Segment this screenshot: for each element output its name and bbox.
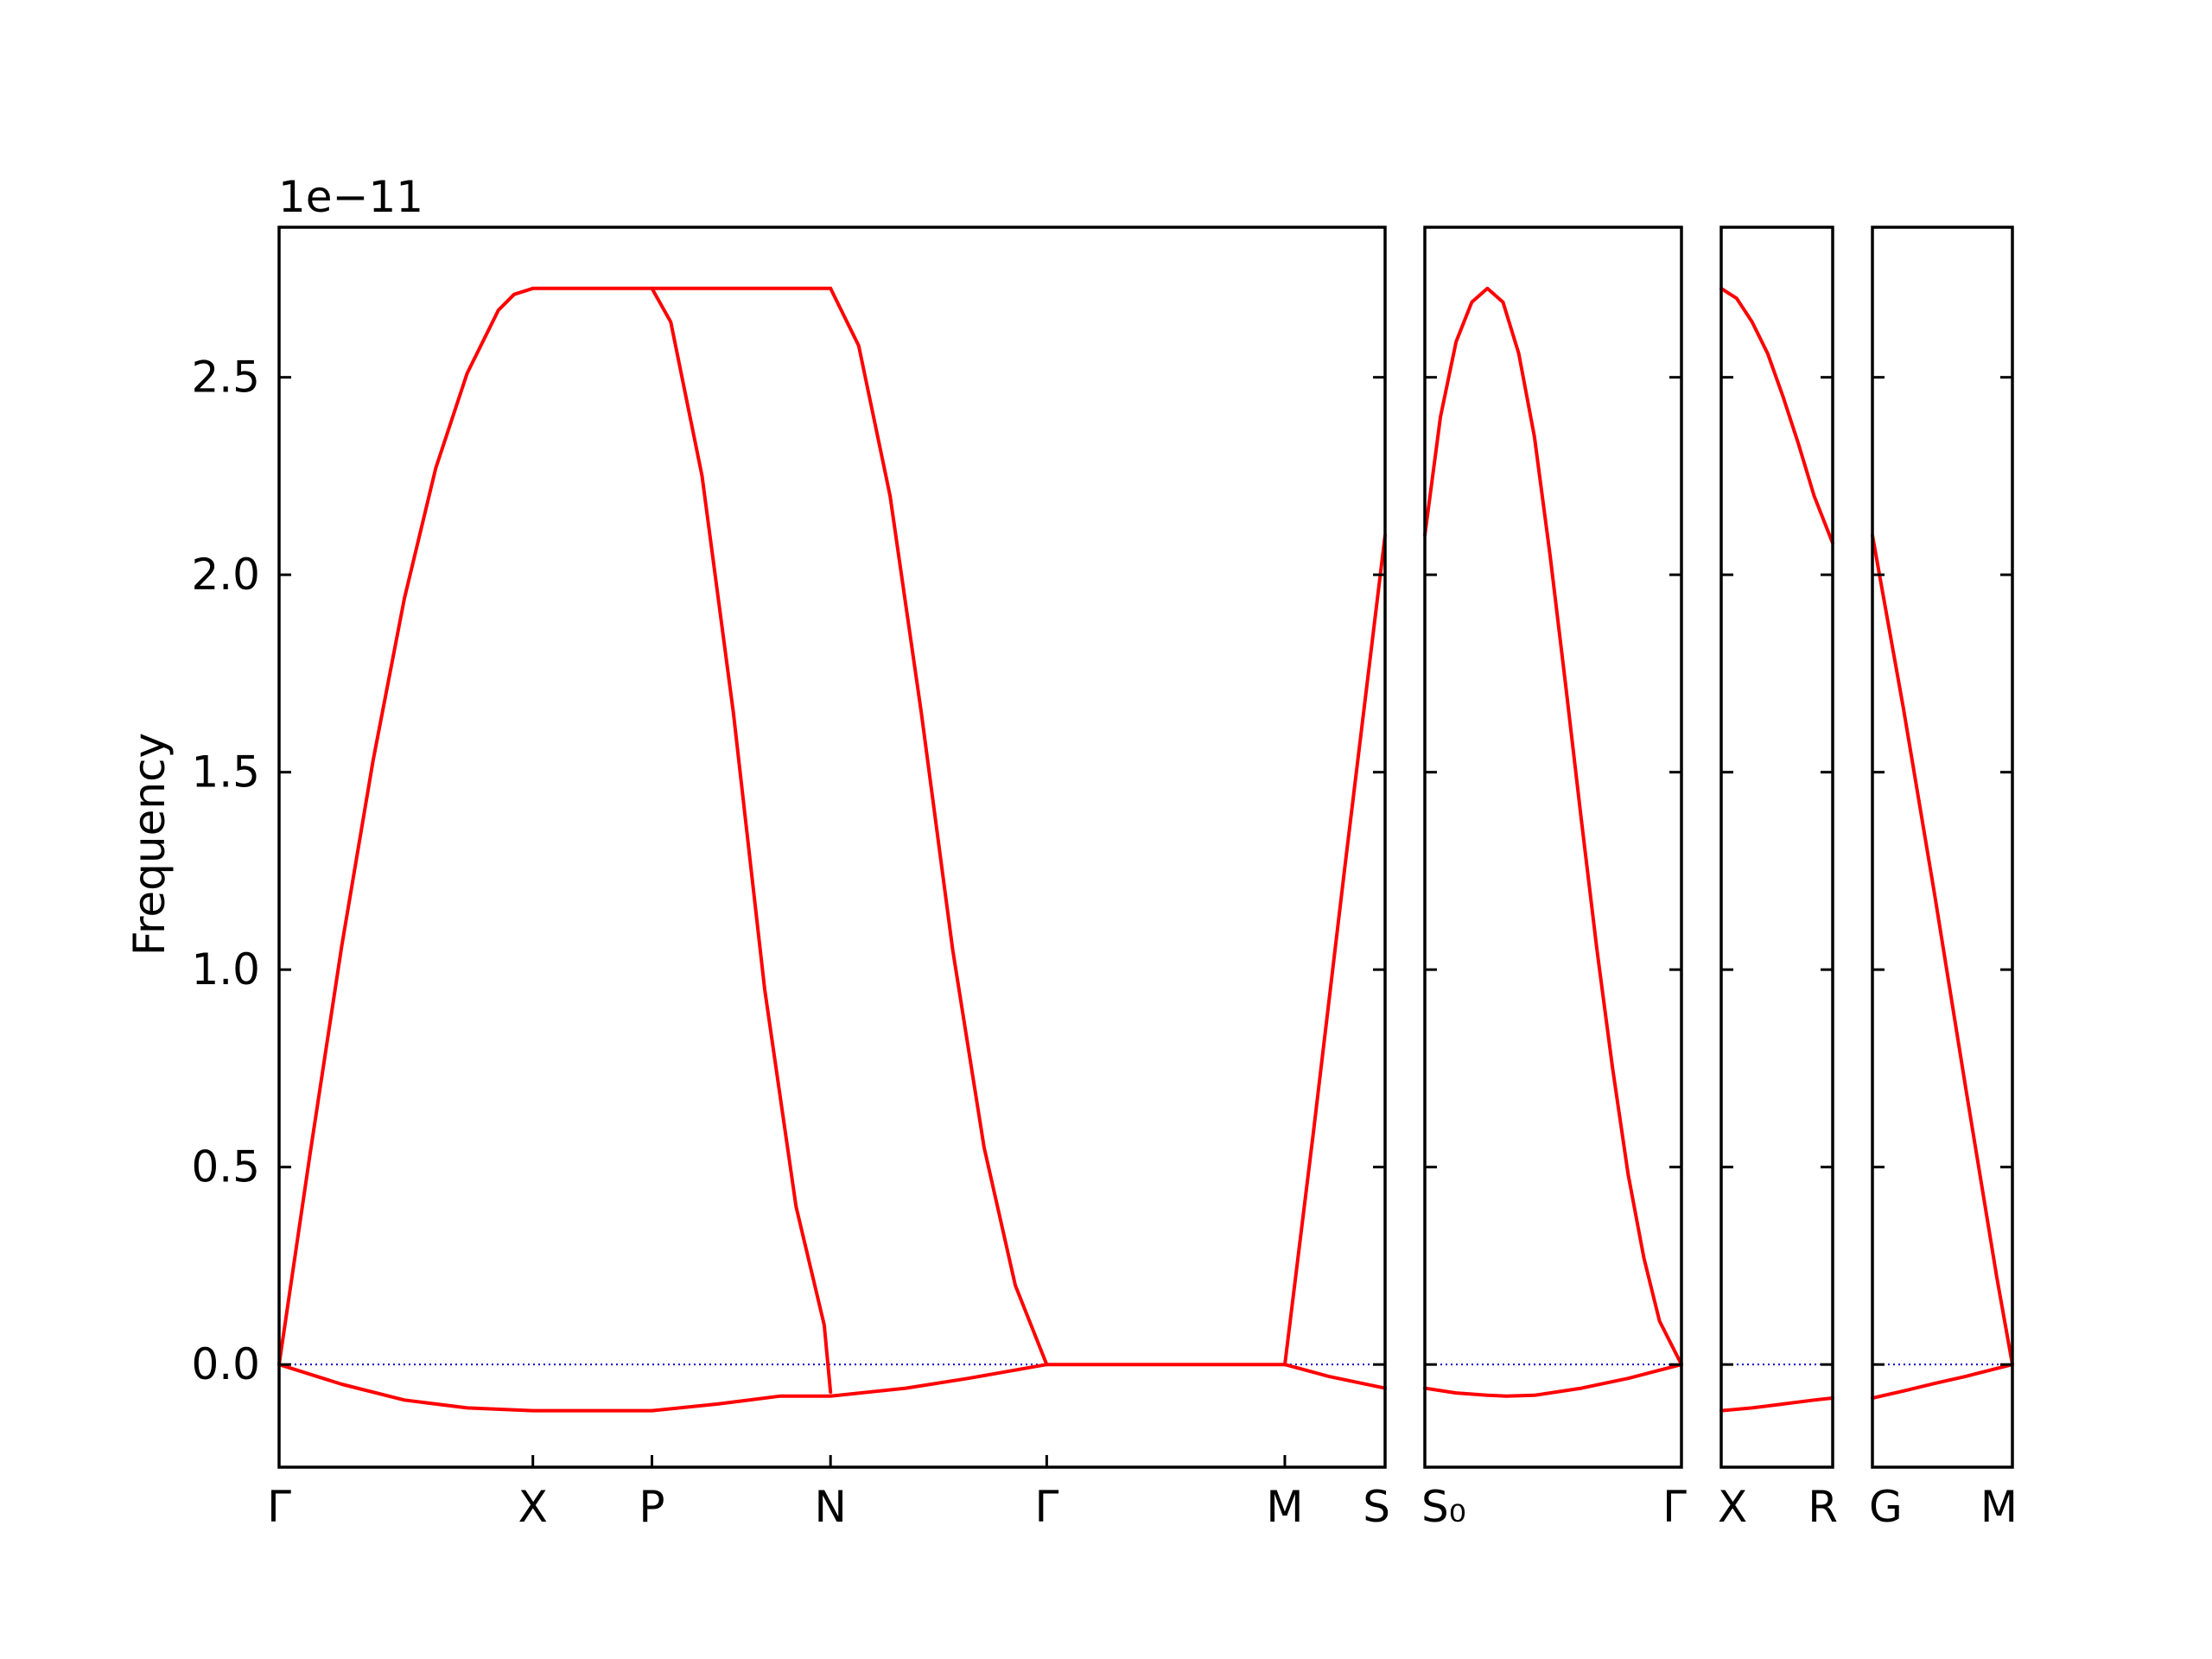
- x-tick-label: S₀: [1421, 1482, 1466, 1532]
- x-tick-label: X: [518, 1482, 548, 1532]
- y-tick-label: 2.5: [191, 353, 260, 403]
- panel-frame: [277, 226, 1387, 1469]
- y-tick-label: 0.5: [191, 1142, 260, 1192]
- x-tick-label: N: [814, 1482, 846, 1532]
- band-line: [1283, 533, 1387, 1367]
- panel-2: S₀ Γ: [1421, 226, 1687, 1532]
- x-tick-label: X: [1718, 1482, 1747, 1532]
- x-tick-label: M: [1266, 1482, 1303, 1532]
- band-line: [277, 286, 535, 1367]
- x-tick-label: S: [1363, 1482, 1390, 1532]
- panel-frame: [1423, 226, 1683, 1469]
- x-tick-label: Γ: [1662, 1482, 1687, 1532]
- panels-group: 0.00.51.01.52.02.5Γ X P N Γ M S S₀ Γ X R G M: [191, 226, 2018, 1532]
- band-line: [1871, 1363, 2014, 1400]
- band-line: [277, 1363, 1049, 1413]
- band-line: [650, 286, 833, 1395]
- x-tick-label: P: [639, 1482, 664, 1532]
- y-axis-label: Frequency: [124, 733, 175, 956]
- y-tick-label: 1.5: [191, 747, 260, 798]
- y-tick-label: 2.0: [191, 550, 260, 600]
- band-line: [1423, 286, 1683, 1367]
- x-tick-label: M: [1980, 1482, 2018, 1532]
- panel-frame: [1871, 226, 2014, 1469]
- band-line: [1719, 1396, 1834, 1413]
- band-line: [1719, 286, 1834, 545]
- panel-frame: [1719, 226, 1834, 1469]
- y-tick-label: 1.0: [191, 944, 260, 995]
- x-tick-label: G: [1869, 1482, 1903, 1532]
- band-line: [829, 286, 1049, 1367]
- y-offset-label: 1e−11: [278, 172, 423, 222]
- y-tick-label: 0.0: [191, 1339, 260, 1389]
- band-line: [1283, 1363, 1387, 1390]
- band-line: [1871, 533, 2014, 1367]
- band-line: [1423, 1363, 1683, 1398]
- x-tick-label: R: [1808, 1482, 1838, 1532]
- x-tick-label: Γ: [267, 1482, 291, 1532]
- x-tick-label: Γ: [1034, 1482, 1058, 1532]
